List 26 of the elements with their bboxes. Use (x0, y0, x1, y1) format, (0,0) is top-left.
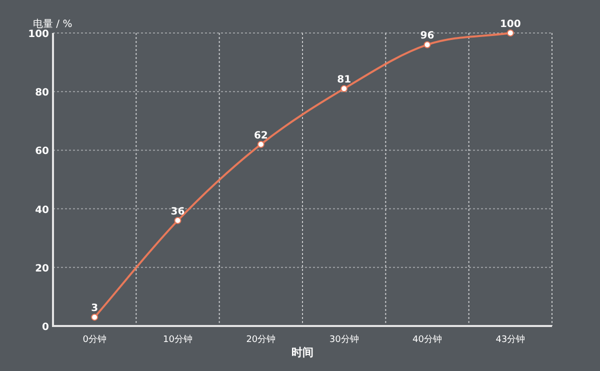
y-tick-label: 60 (35, 146, 50, 158)
y-tick-label: 20 (35, 263, 50, 274)
point (91, 314, 98, 321)
y-tick-label: 40 (35, 204, 50, 216)
y-axis-title: 电量 / % (33, 18, 72, 30)
y-tick-label: 100 (28, 29, 50, 40)
point (506, 30, 514, 36)
x-axis-title: 时间 (292, 346, 314, 359)
x-tick-label: 0分钟 (82, 334, 106, 345)
point (257, 140, 264, 148)
point (174, 217, 182, 224)
y-tick-label: 80 (35, 88, 50, 99)
data-label: 100 (500, 19, 521, 30)
point (340, 85, 348, 92)
x-tick-label: 20分钟 (246, 334, 276, 345)
data-label: 36 (170, 206, 185, 218)
data-label: 62 (254, 130, 268, 142)
x-tick-label: 30分钟 (329, 334, 359, 345)
x-tick-label: 40分钟 (412, 334, 442, 345)
x-tick-label: 10分钟 (163, 334, 192, 345)
y-tick-label: 0 (42, 322, 50, 333)
data-label: 81 (337, 74, 352, 86)
x-tick-label: 43分钟 (496, 334, 526, 345)
point (424, 41, 431, 48)
data-label: 3 (91, 303, 98, 314)
data-label: 96 (420, 30, 434, 42)
